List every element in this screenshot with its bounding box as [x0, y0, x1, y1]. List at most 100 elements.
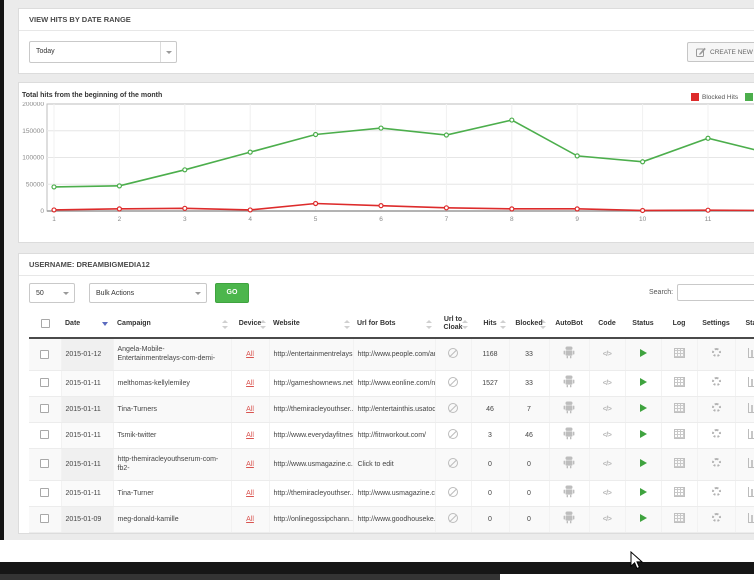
- device-all-link[interactable]: All: [246, 515, 254, 523]
- compose-pencil-icon: [696, 47, 706, 57]
- gear-icon[interactable]: [711, 403, 721, 412]
- column-label: Campaign: [117, 319, 151, 327]
- android-robot-icon[interactable]: [563, 346, 575, 362]
- row-autobot-cell: [548, 338, 589, 371]
- code-brackets-icon[interactable]: </>: [602, 460, 612, 468]
- device-all-link[interactable]: All: [246, 431, 254, 439]
- ban-circle-icon[interactable]: [448, 402, 458, 413]
- bar-chart-icon[interactable]: [747, 486, 754, 497]
- log-grid-icon[interactable]: [673, 457, 685, 468]
- go-button[interactable]: GO: [215, 283, 249, 303]
- ban-circle-icon[interactable]: [448, 486, 458, 497]
- code-brackets-icon[interactable]: </>: [602, 515, 612, 523]
- row-url-for-bots[interactable]: Click to edit: [352, 448, 435, 481]
- row-checkbox[interactable]: [40, 430, 50, 440]
- row-campaign: melthomas-kellylemiley: [112, 370, 231, 397]
- column-header-url_to_cloak[interactable]: Url to Cloak: [435, 310, 471, 339]
- ban-circle-icon[interactable]: [448, 457, 458, 468]
- row-hits: 1168: [470, 338, 509, 371]
- log-grid-icon[interactable]: [673, 512, 685, 523]
- row-campaign: meg-donald-kamille: [112, 506, 231, 533]
- gear-icon[interactable]: [711, 348, 721, 358]
- campaign-row: 2015-01-11 http-themiracleyouthserum-com-…: [29, 448, 754, 481]
- date-range-select[interactable]: Today: [29, 41, 177, 63]
- campaign-row: 2015-01-11 Tina-Turners All http://themirac…: [29, 396, 754, 423]
- device-all-link[interactable]: All: [246, 350, 254, 358]
- column-header-hits[interactable]: Hits: [471, 310, 509, 339]
- bar-chart-icon[interactable]: [747, 457, 754, 468]
- code-brackets-icon[interactable]: </>: [602, 431, 612, 439]
- bar-chart-icon[interactable]: [747, 347, 754, 358]
- column-header-device[interactable]: Device: [231, 310, 269, 339]
- play-status-icon[interactable]: [639, 403, 647, 412]
- row-checkbox[interactable]: [40, 488, 50, 498]
- ban-circle-icon[interactable]: [448, 376, 458, 387]
- play-status-icon[interactable]: [639, 487, 647, 496]
- play-status-icon[interactable]: [639, 348, 647, 357]
- bar-chart-icon[interactable]: [747, 376, 754, 387]
- play-status-icon[interactable]: [639, 429, 647, 438]
- row-date: 2015-01-11: [60, 448, 113, 481]
- ban-circle-icon[interactable]: [448, 512, 458, 523]
- row-url-for-bots: http://www.usmagazine.c...: [352, 480, 435, 507]
- gear-icon[interactable]: [711, 513, 721, 522]
- bar-chart-icon[interactable]: [747, 428, 754, 439]
- code-brackets-icon[interactable]: </>: [602, 405, 612, 413]
- code-brackets-icon[interactable]: </>: [602, 489, 612, 497]
- android-robot-icon[interactable]: [563, 401, 575, 417]
- row-status-cell: [624, 506, 661, 533]
- svg-text:0: 0: [40, 208, 44, 215]
- log-grid-icon[interactable]: [673, 347, 685, 358]
- ban-circle-icon[interactable]: [448, 347, 458, 358]
- device-all-link[interactable]: All: [246, 489, 254, 497]
- column-header-date[interactable]: Date: [61, 310, 113, 339]
- android-robot-icon[interactable]: [563, 375, 575, 391]
- row-checkbox[interactable]: [40, 404, 50, 414]
- gear-icon[interactable]: [711, 429, 721, 438]
- android-robot-icon[interactable]: [563, 485, 575, 501]
- code-brackets-icon[interactable]: </>: [602, 379, 612, 387]
- row-website: http://entertainmentrelays...: [268, 338, 353, 371]
- row-code-cell: </>: [588, 370, 625, 397]
- bulk-actions-select[interactable]: Bulk Actions: [89, 283, 207, 303]
- table-controls: 50 Bulk Actions GO Search:: [19, 276, 754, 310]
- device-all-link[interactable]: All: [246, 405, 254, 413]
- bar-chart-icon[interactable]: [747, 402, 754, 413]
- row-checkbox[interactable]: [40, 514, 50, 524]
- page-length-value: 50: [36, 290, 44, 297]
- row-settings-cell: [696, 480, 735, 507]
- chevron-down-icon: [190, 284, 206, 302]
- create-new-campaign-button[interactable]: CREATE NEW CAMPAIGN: [687, 42, 754, 62]
- android-robot-icon[interactable]: [563, 427, 575, 443]
- row-checkbox[interactable]: [40, 349, 50, 359]
- gear-icon[interactable]: [711, 377, 721, 386]
- play-status-icon[interactable]: [639, 377, 647, 386]
- below-bar-dark-strip: [0, 574, 500, 580]
- column-header-campaign[interactable]: Campaign: [113, 310, 231, 339]
- device-all-link[interactable]: All: [246, 379, 254, 387]
- row-stats-cell: [734, 480, 754, 507]
- log-grid-icon[interactable]: [673, 428, 685, 439]
- row-checkbox[interactable]: [40, 459, 50, 469]
- select-all-checkbox[interactable]: [40, 318, 50, 328]
- ban-circle-icon[interactable]: [448, 428, 458, 439]
- device-all-link[interactable]: All: [246, 460, 254, 468]
- search-input[interactable]: [677, 284, 754, 301]
- row-hits: 0: [470, 506, 509, 533]
- column-header-blocked[interactable]: Blocked: [509, 310, 549, 339]
- log-grid-icon[interactable]: [673, 486, 685, 497]
- play-status-icon[interactable]: [639, 513, 647, 522]
- log-grid-icon[interactable]: [673, 402, 685, 413]
- column-header-website[interactable]: Website: [269, 310, 353, 339]
- bar-chart-icon[interactable]: [747, 512, 754, 523]
- column-header-url_for_bots[interactable]: Url for Bots: [353, 310, 435, 339]
- play-status-icon[interactable]: [639, 458, 647, 467]
- log-grid-icon[interactable]: [673, 376, 685, 387]
- android-robot-icon[interactable]: [563, 456, 575, 472]
- page-length-select[interactable]: 50: [29, 283, 75, 303]
- android-robot-icon[interactable]: [563, 511, 575, 527]
- code-brackets-icon[interactable]: </>: [602, 350, 612, 358]
- row-checkbox[interactable]: [40, 378, 50, 388]
- gear-icon[interactable]: [711, 487, 721, 496]
- gear-icon[interactable]: [711, 458, 721, 467]
